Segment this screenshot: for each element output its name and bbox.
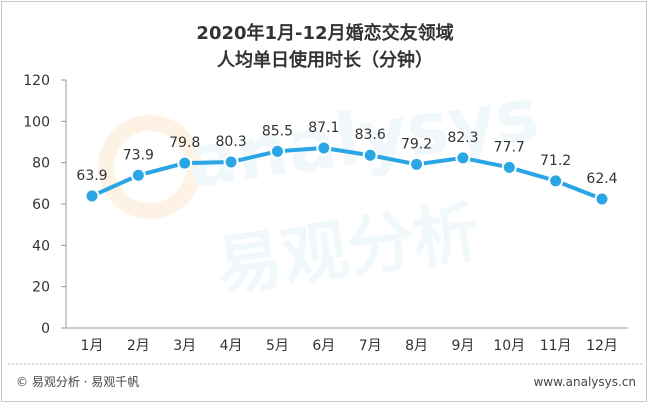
data-label: 79.8	[169, 135, 200, 151]
data-point	[594, 191, 610, 207]
data-point	[84, 188, 100, 204]
y-tick-label: 120	[23, 73, 50, 89]
data-label: 83.6	[355, 127, 386, 143]
chart-subtitle: 人均单日使用时长（分钟）	[217, 49, 433, 71]
data-point	[409, 156, 425, 172]
x-tick-label: 6月	[312, 338, 335, 354]
x-tick-label: 8月	[405, 338, 428, 354]
data-point	[455, 150, 471, 166]
data-label: 77.7	[494, 139, 525, 155]
watermark: analysys 易观分析	[98, 72, 544, 306]
x-tick-label: 9月	[451, 338, 474, 354]
x-tick-label: 7月	[359, 338, 382, 354]
y-tick-label: 40	[32, 238, 50, 254]
data-point	[269, 143, 285, 159]
y-tick-label: 60	[32, 197, 50, 213]
y-tick-label: 100	[23, 114, 50, 130]
x-tick-label: 12月	[586, 338, 618, 354]
data-label: 80.3	[216, 134, 247, 150]
series-line-group	[84, 140, 610, 207]
data-label: 79.2	[401, 136, 432, 152]
data-point	[362, 147, 378, 163]
data-label: 71.2	[540, 153, 571, 169]
data-label: 82.3	[447, 130, 478, 146]
data-point	[223, 154, 239, 170]
x-tick-label: 2月	[127, 338, 150, 354]
data-labels: 63.9 73.9 79.8 80.3 85.5 87.1 83.6 79.2 82.3 77.7…	[76, 120, 617, 187]
y-tick-label: 20	[32, 280, 50, 296]
x-tick-label: 5月	[266, 338, 289, 354]
x-tick-labels: 1月 2月 3月 4月 5月 6月 7月 8月 9月 10月 11月 12月	[81, 338, 618, 354]
footer-copyright: © 易观分析 · 易观千帆	[16, 374, 139, 389]
y-tick-label: 0	[41, 321, 50, 337]
series-line	[90, 145, 604, 202]
data-point	[501, 159, 517, 175]
data-label: 87.1	[308, 120, 339, 136]
data-label: 85.5	[262, 123, 293, 139]
data-label: 62.4	[586, 171, 617, 187]
data-point	[177, 155, 193, 171]
chart-title: 2020年1月-12月婚恋交友领域	[196, 22, 453, 44]
x-tick-label: 11月	[540, 338, 572, 354]
y-tick-labels: 0 20 40 60 80 100 120	[23, 73, 66, 337]
x-tick-label: 4月	[220, 338, 243, 354]
footer-website: www.analysys.cn	[533, 375, 636, 389]
watermark-logo-ring	[98, 115, 202, 219]
y-tick-label: 80	[32, 156, 50, 172]
data-point	[130, 167, 146, 183]
data-point	[548, 173, 564, 189]
x-tick-label: 1月	[81, 338, 104, 354]
x-tick-label: 3月	[173, 338, 196, 354]
x-tick-label: 10月	[493, 338, 525, 354]
data-label: 73.9	[123, 147, 154, 163]
data-point	[316, 140, 332, 156]
watermark-chinese: 易观分析	[212, 193, 484, 306]
data-label: 63.9	[76, 168, 107, 184]
